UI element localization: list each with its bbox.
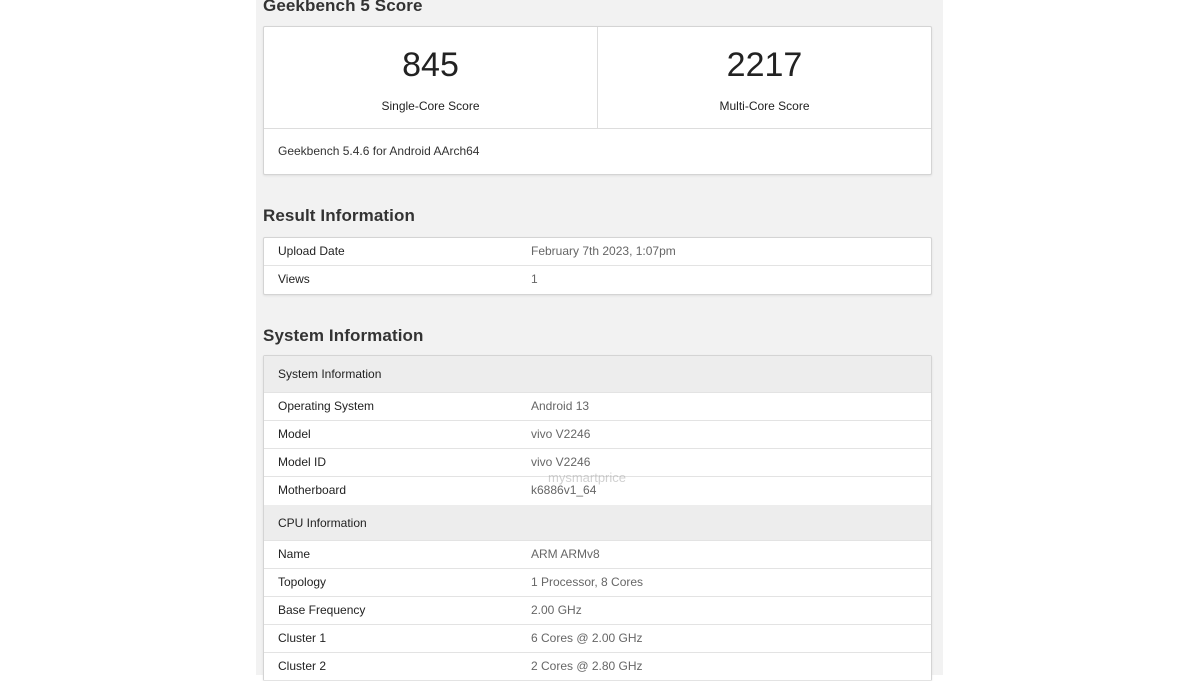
- row-key: Base Frequency: [278, 603, 366, 617]
- single-core-label: Single-Core Score: [381, 99, 480, 113]
- table-row: Model ID vivo V2246: [264, 449, 931, 477]
- table-row: Cluster 2 2 Cores @ 2.80 GHz: [264, 653, 931, 681]
- row-key: Topology: [278, 575, 327, 589]
- row-key: Model ID: [278, 455, 327, 469]
- table-row: Upload Date February 7th 2023, 1:07pm: [264, 238, 931, 266]
- row-value: 1 Processor, 8 Cores: [531, 575, 644, 589]
- table-row: Topology 1 Processor, 8 Cores: [264, 569, 931, 597]
- row-value: k6886v1_64: [531, 483, 597, 497]
- row-value: vivo V2246: [531, 427, 591, 441]
- row-value: 6 Cores @ 2.00 GHz: [531, 631, 643, 645]
- row-key: Name: [278, 547, 311, 561]
- table-row: Views 1: [264, 266, 931, 294]
- row-value: 2 Cores @ 2.80 GHz: [531, 659, 643, 673]
- row-value: February 7th 2023, 1:07pm: [531, 244, 676, 258]
- table-row: Operating System Android 13: [264, 393, 931, 421]
- row-key: Cluster 2: [278, 659, 327, 673]
- row-value: 1: [531, 272, 538, 286]
- row-value: vivo V2246: [531, 455, 591, 469]
- table-row: Cluster 1 6 Cores @ 2.00 GHz: [264, 625, 931, 653]
- system-info-table: System Information Operating System Andro…: [263, 355, 932, 681]
- row-key: Operating System: [278, 399, 375, 413]
- row-value: Android 13: [531, 399, 590, 413]
- watermark: mysmartprice: [548, 470, 627, 485]
- table-row: Motherboard k6886v1_64: [264, 477, 931, 505]
- table-row: Name ARM ARMv8: [264, 541, 931, 569]
- row-key: Upload Date: [278, 244, 345, 258]
- result-info-table: Upload Date February 7th 2023, 1:07pm Vie…: [263, 237, 932, 295]
- multi-core-label: Multi-Core Score: [719, 99, 810, 113]
- multi-core-value: 2217: [726, 46, 803, 84]
- version-text: Geekbench 5.4.6 for Android AArch64: [278, 144, 480, 158]
- single-core-value: 845: [402, 46, 459, 84]
- result-info-title: Result Information: [263, 206, 415, 225]
- score-card: 845 Single-Core Score 2217 Multi-Core Sc…: [263, 26, 932, 175]
- row-key: Motherboard: [278, 483, 347, 497]
- multi-core-score: 2217 Multi-Core Score: [597, 27, 931, 128]
- system-header: System Information: [264, 356, 931, 393]
- row-key: Views: [278, 272, 310, 286]
- row-key: Cluster 1: [278, 631, 327, 645]
- system-info-title: System Information: [263, 326, 424, 345]
- cpu-header: CPU Information: [264, 505, 931, 541]
- row-key: Model: [278, 427, 311, 441]
- table-row: Model vivo V2246: [264, 421, 931, 449]
- single-core-score: 845 Single-Core Score: [264, 27, 597, 128]
- row-value: 2.00 GHz: [531, 603, 582, 617]
- row-value: ARM ARMv8: [531, 547, 600, 561]
- table-row: Base Frequency 2.00 GHz: [264, 597, 931, 625]
- score-title: Geekbench 5 Score: [263, 0, 423, 15]
